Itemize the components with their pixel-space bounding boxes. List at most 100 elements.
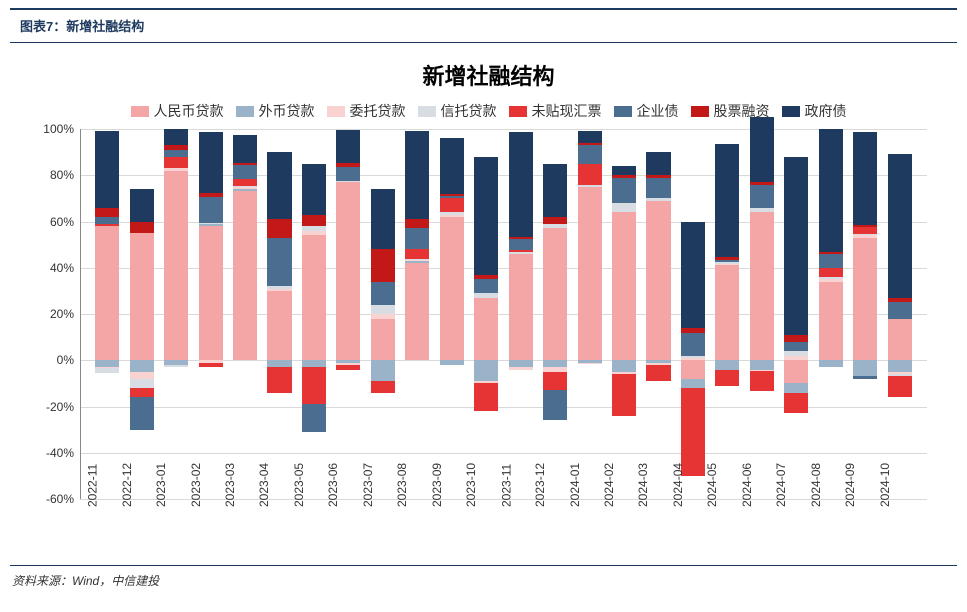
bar-segment bbox=[474, 298, 498, 360]
bar-segment bbox=[405, 263, 429, 360]
bar-segment bbox=[888, 376, 912, 397]
bars-container: 2022-112022-122023-012023-022023-032023-… bbox=[90, 129, 917, 499]
bar-segment bbox=[578, 143, 602, 145]
x-tick-label: 2023-09 bbox=[430, 463, 444, 507]
bar-segment bbox=[509, 254, 533, 360]
bar-segment bbox=[440, 360, 464, 365]
bar-segment bbox=[267, 152, 291, 219]
bar-segment bbox=[474, 279, 498, 293]
bar-segment bbox=[819, 254, 843, 268]
bar-segment bbox=[130, 222, 154, 234]
bar-segment bbox=[440, 194, 464, 196]
y-tick-label: 80% bbox=[50, 168, 74, 182]
bar-segment bbox=[715, 144, 739, 257]
x-tick-label: 2024-10 bbox=[878, 463, 892, 507]
x-tick-label: 2023-06 bbox=[326, 463, 340, 507]
bar-segment bbox=[750, 117, 774, 182]
legend-swatch bbox=[131, 106, 149, 117]
bar-segment bbox=[715, 262, 739, 264]
bar-column: 2024-10 bbox=[882, 129, 916, 499]
bar-segment bbox=[543, 164, 567, 217]
bar-segment bbox=[474, 157, 498, 275]
bar-segment bbox=[888, 360, 912, 372]
bar-column: 2023-09 bbox=[435, 129, 469, 499]
chart-title: 新增社融结构 bbox=[40, 59, 937, 91]
bar-segment bbox=[371, 360, 395, 381]
x-tick-label: 2023-10 bbox=[464, 463, 478, 507]
bar-segment bbox=[95, 131, 119, 207]
bar-column: 2023-02 bbox=[193, 129, 227, 499]
x-tick-label: 2024-09 bbox=[843, 463, 857, 507]
plot-area: -60%-40%-20%0%20%40%60%80%100% 2022-1120… bbox=[80, 129, 927, 499]
figure-header-label: 图表7：新增社融结构 bbox=[20, 19, 144, 34]
legend-item: 人民币贷款 bbox=[131, 101, 224, 121]
bar-segment bbox=[853, 132, 877, 225]
bar-segment bbox=[509, 250, 533, 251]
bar-segment bbox=[474, 383, 498, 411]
bar-segment bbox=[715, 370, 739, 386]
bar-segment bbox=[233, 163, 257, 165]
legend-swatch bbox=[236, 106, 254, 117]
bar-column: 2024-08 bbox=[814, 129, 848, 499]
bar-column: 2024-01 bbox=[572, 129, 606, 499]
bar-segment bbox=[750, 208, 774, 213]
bar-segment bbox=[509, 367, 533, 369]
legend-item: 外币贷款 bbox=[236, 101, 315, 121]
x-tick-label: 2023-05 bbox=[292, 463, 306, 507]
x-tick-label: 2023-02 bbox=[189, 463, 203, 507]
bar-segment bbox=[853, 227, 877, 234]
bar-segment bbox=[474, 293, 498, 298]
legend-label: 政府债 bbox=[805, 101, 847, 121]
bar-segment bbox=[646, 365, 670, 381]
bar-segment bbox=[371, 314, 395, 319]
x-tick-label: 2024-03 bbox=[636, 463, 650, 507]
bar-segment bbox=[233, 135, 257, 163]
bar-segment bbox=[302, 226, 326, 231]
bar-segment bbox=[336, 167, 360, 181]
legend-swatch bbox=[418, 106, 436, 117]
bar-segment bbox=[371, 319, 395, 361]
bar-segment bbox=[164, 168, 188, 170]
bar-column: 2024-02 bbox=[607, 129, 641, 499]
bar-segment bbox=[509, 132, 533, 236]
legend-swatch bbox=[614, 106, 632, 117]
bar-segment bbox=[371, 305, 395, 314]
bar-segment bbox=[474, 360, 498, 381]
bar-segment bbox=[164, 150, 188, 157]
bar-segment bbox=[474, 275, 498, 280]
bar-segment bbox=[646, 178, 670, 199]
bar-segment bbox=[715, 257, 739, 259]
bar-segment bbox=[715, 260, 739, 262]
bar-segment bbox=[164, 365, 188, 367]
bar-segment bbox=[199, 197, 223, 222]
bar-segment bbox=[646, 198, 670, 200]
y-tick-label: 100% bbox=[43, 122, 74, 136]
bar-segment bbox=[784, 157, 808, 335]
bar-segment bbox=[199, 226, 223, 360]
bar-segment bbox=[784, 356, 808, 361]
bar-segment bbox=[578, 185, 602, 187]
bar-segment bbox=[543, 390, 567, 420]
legend-label: 信托贷款 bbox=[441, 101, 497, 121]
bar-segment bbox=[130, 379, 154, 388]
legend-item: 未贴现汇票 bbox=[509, 101, 602, 121]
bar-segment bbox=[888, 302, 912, 318]
legend-label: 未贴现汇票 bbox=[532, 101, 602, 121]
bar-column: 2024-03 bbox=[641, 129, 675, 499]
bar-segment bbox=[199, 224, 223, 226]
bar-segment bbox=[819, 277, 843, 279]
legend-item: 信托贷款 bbox=[418, 101, 497, 121]
bar-segment bbox=[336, 182, 360, 360]
legend-label: 委托贷款 bbox=[350, 101, 406, 121]
bar-segment bbox=[715, 265, 739, 360]
bar-segment bbox=[405, 228, 429, 249]
bar-segment bbox=[302, 367, 326, 404]
x-tick-label: 2023-03 bbox=[223, 463, 237, 507]
bar-segment bbox=[543, 360, 567, 367]
x-tick-label: 2024-04 bbox=[671, 463, 685, 507]
bar-segment bbox=[612, 374, 636, 416]
bar-segment bbox=[819, 252, 843, 254]
bar-segment bbox=[405, 249, 429, 258]
bar-segment bbox=[509, 360, 533, 367]
bar-segment bbox=[543, 372, 567, 391]
